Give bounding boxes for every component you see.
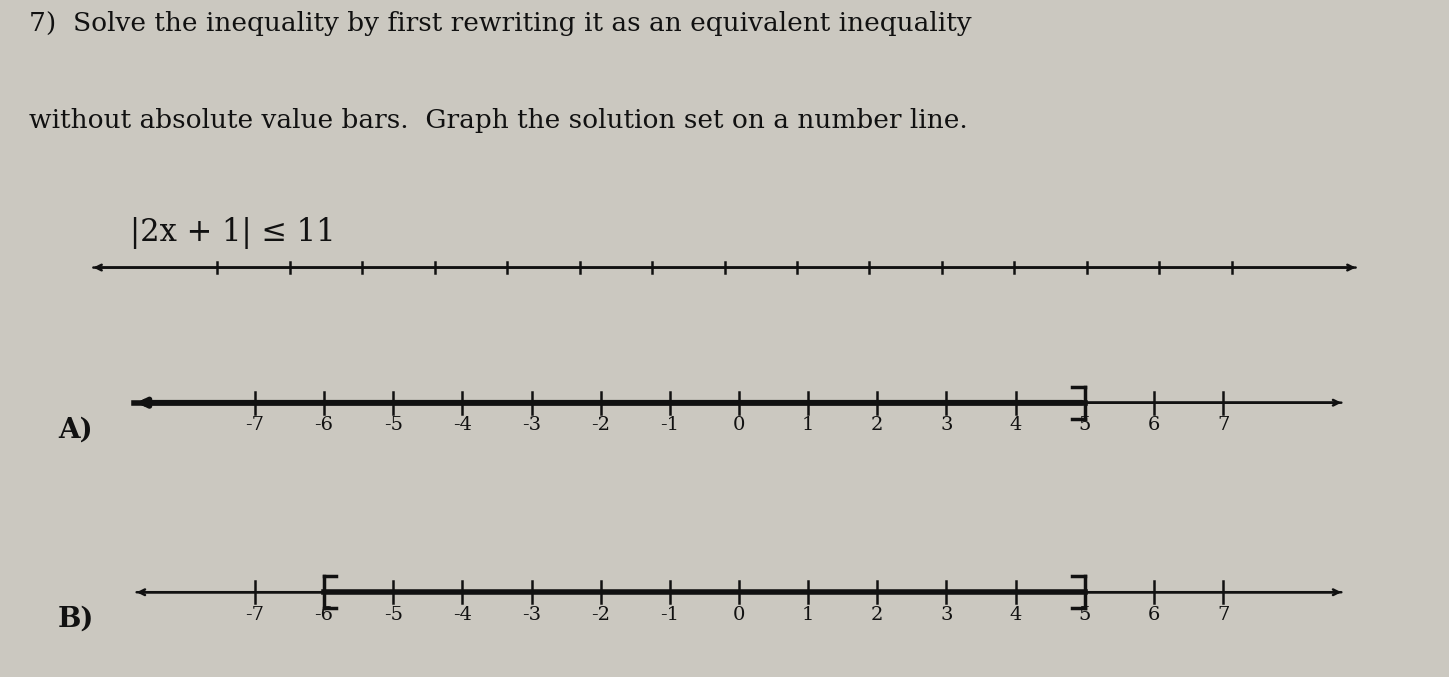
Text: 2: 2 (871, 416, 884, 435)
Text: -5: -5 (384, 606, 403, 624)
Text: 0: 0 (733, 416, 745, 435)
Text: 7)  Solve the inequality by first rewriting it as an equivalent inequality: 7) Solve the inequality by first rewriti… (29, 11, 972, 36)
Text: 2: 2 (871, 606, 884, 624)
Text: -4: -4 (454, 606, 472, 624)
Text: A): A) (58, 416, 93, 443)
Text: 5: 5 (1078, 416, 1091, 435)
Text: 1: 1 (801, 606, 814, 624)
Text: 3: 3 (940, 416, 952, 435)
Text: |2x + 1| ≤ 11: |2x + 1| ≤ 11 (130, 217, 336, 248)
Text: B): B) (58, 606, 94, 633)
Text: 6: 6 (1148, 416, 1161, 435)
Text: 4: 4 (1010, 606, 1022, 624)
Text: -7: -7 (245, 416, 264, 435)
Text: -5: -5 (384, 416, 403, 435)
Text: 3: 3 (940, 606, 952, 624)
Text: -7: -7 (245, 606, 264, 624)
Text: -1: -1 (661, 416, 680, 435)
Text: -3: -3 (522, 416, 540, 435)
Text: 4: 4 (1010, 416, 1022, 435)
Text: -2: -2 (591, 416, 610, 435)
Text: 6: 6 (1148, 606, 1161, 624)
Text: 1: 1 (801, 416, 814, 435)
Text: without absolute value bars.  Graph the solution set on a number line.: without absolute value bars. Graph the s… (29, 108, 968, 133)
Text: 5: 5 (1078, 606, 1091, 624)
Text: 0: 0 (733, 606, 745, 624)
Text: -1: -1 (661, 606, 680, 624)
Text: -3: -3 (522, 606, 540, 624)
Text: -4: -4 (454, 416, 472, 435)
Text: -6: -6 (314, 416, 333, 435)
Text: 7: 7 (1217, 606, 1229, 624)
Text: 7: 7 (1217, 416, 1229, 435)
Text: -2: -2 (591, 606, 610, 624)
Text: -6: -6 (314, 606, 333, 624)
